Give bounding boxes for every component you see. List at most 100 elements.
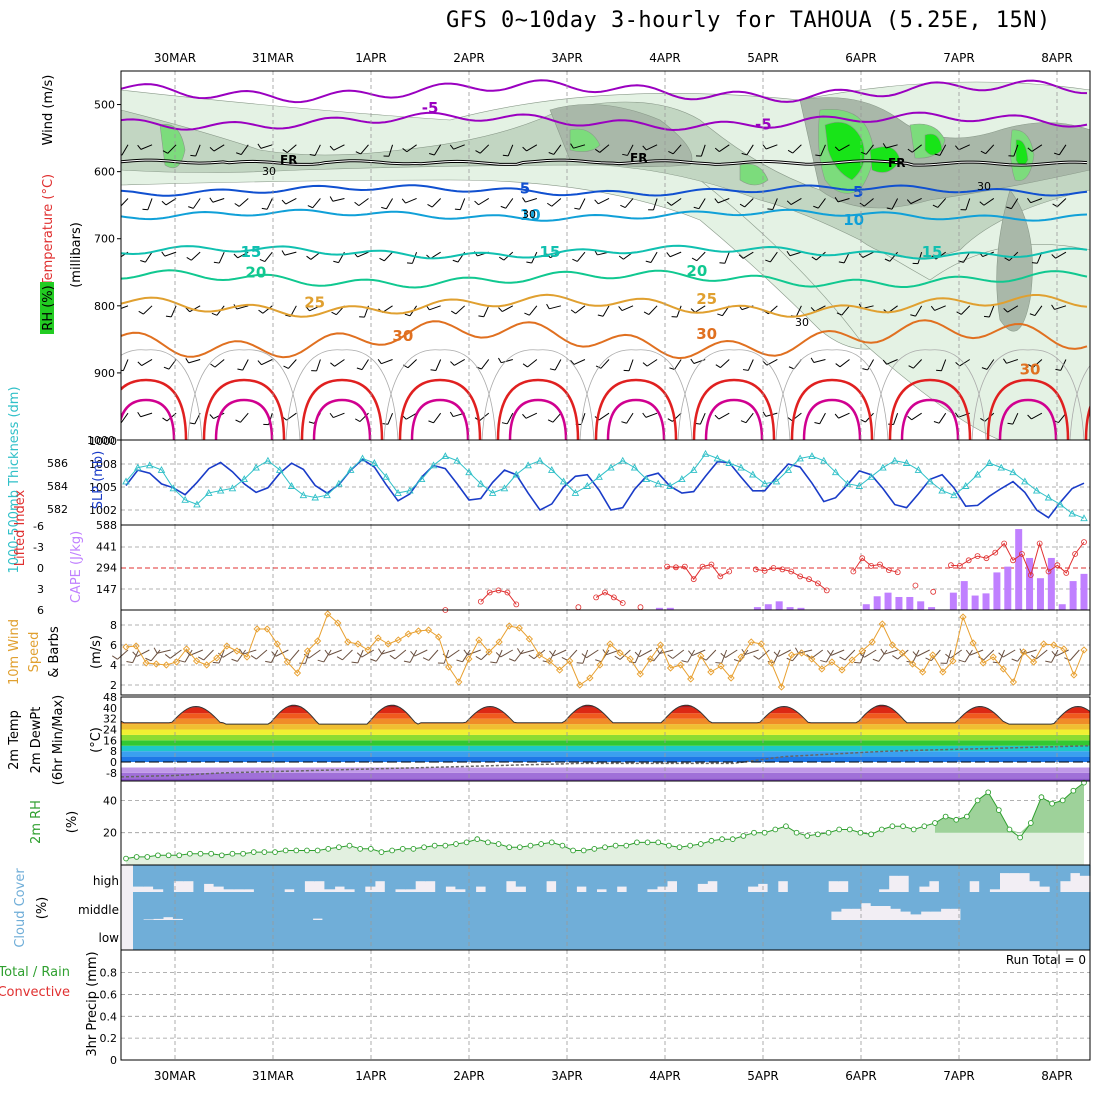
- ylabel-temp2m-c: (6hr Min/Max): [51, 695, 66, 785]
- wind-speed-marker: [445, 663, 453, 671]
- li-series: [755, 567, 828, 591]
- ylabel-wind10m-units: (m/s): [89, 635, 104, 669]
- rh-contour: [873, 349, 987, 440]
- cloud-cell: [133, 920, 144, 950]
- isotherm-line: [121, 184, 1088, 197]
- cloud-cell: [153, 865, 164, 890]
- wind-barb: [572, 258, 578, 262]
- wind-barb: [285, 198, 297, 205]
- wind-barb: [209, 414, 214, 419]
- wind-barb: [528, 654, 535, 660]
- li-marker: [637, 604, 644, 611]
- thickness-marker: [583, 482, 592, 489]
- cloud-cell: [432, 920, 443, 950]
- cloud-cell: [162, 892, 174, 918]
- wind-barb: [212, 661, 220, 664]
- wind-barb: [414, 649, 428, 657]
- thickness-marker: [725, 459, 733, 466]
- ylabel-slp: SLP (mb): [91, 451, 106, 510]
- wind-barb: [772, 198, 778, 210]
- wind-barb: [383, 251, 393, 262]
- wind-speed-marker: [888, 641, 897, 649]
- temp-band: [121, 756, 1090, 763]
- wind-speed-marker: [818, 665, 826, 673]
- rh2m-marker: [1070, 787, 1077, 794]
- wind-barb: [819, 412, 826, 424]
- thickness-marker: [216, 486, 225, 494]
- cloud-cell: [888, 865, 900, 876]
- wind-speed-marker: [1050, 641, 1058, 649]
- isotherm-arch: [692, 378, 776, 440]
- wind-barb: [1007, 305, 1019, 313]
- wind-barb: [1045, 660, 1052, 663]
- wind-speed-marker: [1060, 645, 1068, 653]
- li-marker: [965, 557, 972, 564]
- ytick-li: 3: [37, 583, 44, 596]
- wind-barb: [121, 305, 129, 309]
- wind-barb: [767, 208, 773, 211]
- wind-barb: [669, 251, 682, 258]
- rh2m-marker: [612, 842, 619, 849]
- wind-speed-marker: [344, 638, 352, 646]
- cloud-cell: [979, 865, 990, 892]
- ytick-label: 800: [94, 300, 115, 313]
- li-marker: [610, 594, 617, 601]
- wind-barb: [778, 649, 791, 657]
- wind-speed-series: [125, 613, 1085, 689]
- wind-barb: [786, 657, 793, 662]
- wind-barb: [239, 648, 244, 655]
- wind-barb: [934, 305, 946, 311]
- isotherm-arch: [888, 378, 972, 440]
- wind-barb: [1003, 308, 1008, 313]
- wind-barb: [1013, 144, 1019, 157]
- wind-speed-marker: [132, 642, 140, 650]
- cloud-cell: [334, 865, 346, 887]
- date-label-top: 2APR: [453, 51, 484, 65]
- thickness-marker: [831, 468, 840, 476]
- wind-barb: [570, 143, 574, 149]
- wind-barb: [1027, 414, 1032, 420]
- wind-speed-marker: [737, 653, 745, 661]
- thickness-marker: [252, 463, 260, 471]
- cloud-cell: [541, 920, 553, 950]
- cloud-cell: [701, 892, 712, 920]
- cloud-cell: [322, 892, 333, 920]
- wind-barb: [715, 364, 721, 369]
- ytick-li: -3: [33, 541, 44, 554]
- cloud-cell: [143, 920, 154, 950]
- cloud-cell: [731, 920, 742, 950]
- cloud-cell: [362, 920, 373, 950]
- isotherm-arch: [508, 398, 568, 440]
- rh-contour: [383, 349, 497, 440]
- wind-barb: [192, 198, 201, 209]
- ylabel-wind10m-b: Speed: [27, 632, 42, 673]
- isotherm-line: [121, 244, 1088, 260]
- cloud-cell: [1079, 865, 1091, 876]
- cloud-cell: [252, 920, 264, 950]
- wind-speed-marker: [233, 647, 241, 655]
- wind-barb: [959, 359, 971, 367]
- wind-barb: [405, 198, 417, 204]
- wind-barb: [838, 261, 845, 264]
- rh2m-marker: [868, 831, 874, 838]
- cloud-cell: [425, 865, 436, 882]
- wind-barb: [595, 148, 601, 153]
- wind-barb: [1036, 649, 1048, 660]
- cloud-cell: [485, 865, 497, 892]
- thickness-marker: [346, 465, 355, 473]
- wind-barb: [671, 198, 682, 206]
- wind-barb: [1051, 304, 1055, 310]
- cloud-cell: [571, 892, 583, 920]
- wind-speed-marker: [495, 638, 503, 646]
- rh2m-marker: [964, 813, 970, 820]
- wind-barb: [937, 198, 947, 208]
- cloud-cell: [521, 920, 533, 950]
- wind-barb: [214, 359, 225, 368]
- cloud-cell: [1009, 865, 1021, 874]
- cloud-cell: [920, 920, 932, 950]
- cloud-cell: [751, 920, 762, 950]
- wind-barb: [672, 649, 685, 659]
- wind-speed-marker: [1080, 646, 1088, 654]
- wind-barb: [621, 305, 634, 312]
- thickness-marker: [264, 456, 272, 464]
